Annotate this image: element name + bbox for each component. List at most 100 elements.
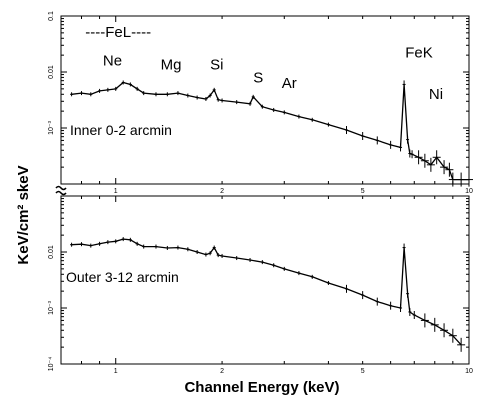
axis-break-mark-upper <box>55 185 67 191</box>
data-point <box>216 97 220 102</box>
data-point <box>465 172 473 187</box>
data-point <box>235 256 239 261</box>
top-panel-ticks <box>60 15 470 185</box>
data-point <box>251 94 255 99</box>
bottom-panel: 1 2 5 10 10⁻⁴ 10⁻³ 0.01 Outer 3-12 arcmin <box>48 195 473 375</box>
data-point <box>457 337 466 352</box>
data-point <box>216 253 220 258</box>
top-panel-frame <box>60 15 470 185</box>
data-point <box>154 244 158 249</box>
line-label-ar: Ar <box>282 75 297 92</box>
data-point <box>114 86 118 91</box>
bottom-panel-data <box>70 237 466 352</box>
x-tick-label: 2 <box>220 188 224 195</box>
data-point <box>282 110 286 115</box>
data-point <box>235 100 239 105</box>
line-label-fel: ----FeL---- <box>85 24 151 41</box>
x-tick-label: 1 <box>114 188 118 195</box>
data-point <box>389 301 393 310</box>
data-point <box>208 93 212 98</box>
data-point <box>220 98 224 103</box>
y-axis-title: KeV/cm² skeV <box>15 165 32 264</box>
data-point <box>399 304 403 312</box>
data-point <box>106 87 110 92</box>
x-tick-label: 10 <box>465 368 473 375</box>
data-point <box>448 172 457 187</box>
data-point <box>344 126 348 135</box>
axis-break-mark-lower <box>55 190 67 196</box>
data-point <box>445 162 454 177</box>
data-point <box>70 92 74 97</box>
data-point <box>212 87 216 92</box>
data-point <box>375 297 379 306</box>
data-point <box>344 284 348 293</box>
line-label-si: Si <box>210 57 223 74</box>
data-point <box>272 263 276 268</box>
data-point <box>70 242 74 247</box>
data-point <box>297 271 301 276</box>
data-point <box>248 257 252 262</box>
data-point <box>402 243 406 252</box>
data-point <box>89 243 93 248</box>
data-point <box>79 242 83 247</box>
data-point <box>310 274 314 279</box>
data-point <box>165 245 169 250</box>
data-point <box>176 91 180 96</box>
data-point <box>121 237 125 242</box>
top-panel: 1 2 5 10 10⁻³ 0.01 0.1 ----FeL---- Ne Mg Si S Ar FeK… <box>48 11 473 195</box>
top-panel-line-labels: ----FeL---- Ne Mg Si S Ar FeK Ni <box>85 24 443 103</box>
data-point <box>420 153 429 168</box>
data-point <box>282 266 286 271</box>
data-point <box>430 317 439 332</box>
data-point <box>440 160 449 175</box>
data-point <box>412 310 416 319</box>
data-point <box>432 150 441 165</box>
data-point <box>89 92 93 97</box>
data-point <box>448 328 457 343</box>
data-point <box>406 289 410 298</box>
data-point <box>402 80 406 89</box>
data-point <box>414 150 423 165</box>
line-label-ne: Ne <box>103 53 122 70</box>
data-point <box>195 250 199 254</box>
data-point <box>98 88 102 93</box>
data-point <box>420 313 429 328</box>
x-tick-label: 5 <box>361 188 365 195</box>
data-point <box>128 237 132 242</box>
y-tick-label: 10⁻³ <box>48 300 55 314</box>
data-point <box>79 91 83 96</box>
data-point <box>260 260 264 265</box>
data-point <box>426 157 435 172</box>
data-point <box>408 307 412 316</box>
y-tick-label: 0.1 <box>48 11 55 21</box>
x-tick-label: 5 <box>361 368 365 375</box>
bottom-panel-frame <box>60 195 470 365</box>
data-point <box>212 245 216 250</box>
y-tick-label: 0.01 <box>48 65 55 79</box>
line-label-ni: Ni <box>429 86 443 103</box>
data-point <box>440 323 449 338</box>
line-label-fek: FeK <box>405 45 433 62</box>
data-point <box>406 135 410 144</box>
data-point <box>457 172 466 187</box>
line-label-s: S <box>253 69 263 86</box>
data-point <box>165 92 169 97</box>
data-point <box>176 245 180 250</box>
top-panel-tick-labels: 1 2 5 10 10⁻³ 0.01 0.1 <box>48 11 473 195</box>
axis-break-marks <box>55 185 67 196</box>
data-point <box>361 131 365 140</box>
y-tick-label: 0.01 <box>48 245 55 259</box>
data-point <box>195 95 199 100</box>
data-point <box>326 122 330 127</box>
data-point <box>135 86 139 91</box>
data-point <box>310 117 314 122</box>
line-label-mg: Mg <box>161 57 182 74</box>
x-axis-title: Channel Energy (keV) <box>184 379 339 396</box>
data-point <box>248 101 252 106</box>
data-point <box>272 107 276 112</box>
data-point <box>204 252 208 257</box>
x-tick-label: 2 <box>220 368 224 375</box>
data-point <box>260 104 264 109</box>
data-point <box>128 82 132 87</box>
